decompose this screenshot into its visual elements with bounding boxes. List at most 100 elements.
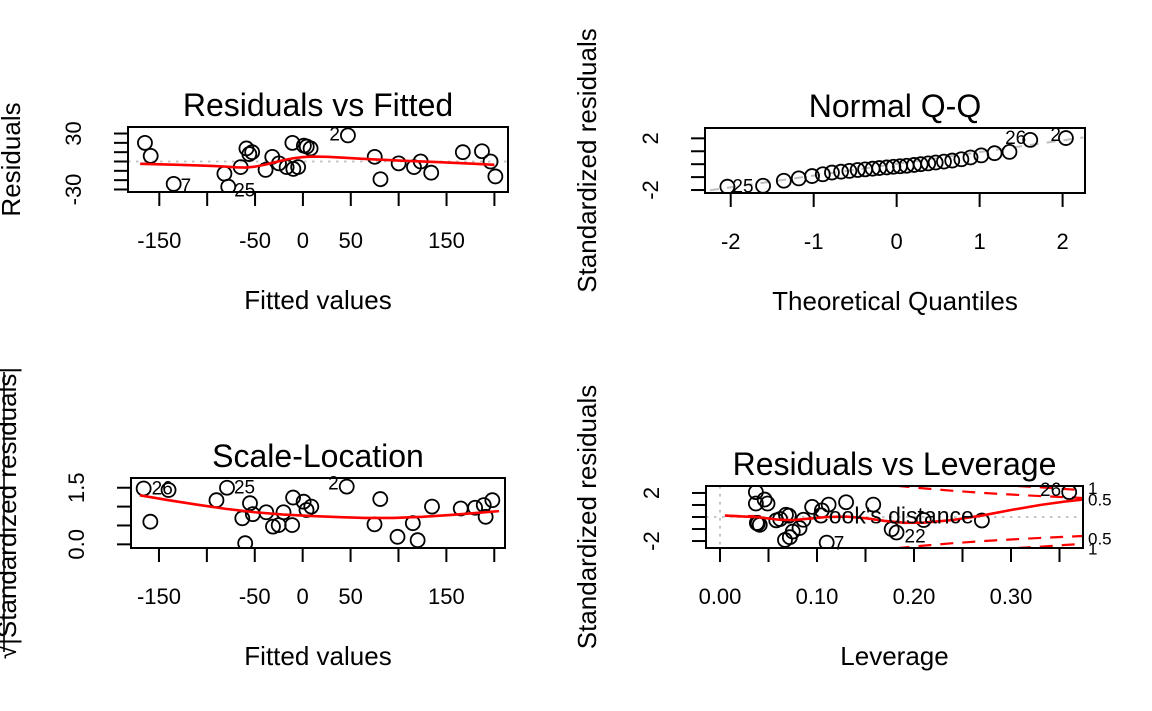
x-axis-label: Fitted values	[244, 285, 391, 315]
data-point	[833, 163, 849, 180]
x-axis-label: Fitted values	[244, 641, 391, 671]
data-point	[755, 177, 771, 193]
data-point	[484, 492, 501, 509]
data-point	[303, 498, 320, 515]
data-point	[936, 153, 952, 170]
point-label: 7	[181, 176, 192, 197]
data-point	[944, 152, 961, 169]
data-point	[912, 156, 929, 173]
y-tick-label: -2	[638, 180, 663, 200]
x-tick-label: 0	[297, 228, 309, 253]
data-point	[372, 491, 389, 507]
data-point	[804, 168, 820, 184]
data-point	[454, 144, 471, 161]
data-point	[804, 499, 821, 515]
data-point	[290, 159, 307, 176]
x-tick-label: 1	[974, 229, 986, 254]
point-label: 25	[732, 177, 753, 198]
data-point	[275, 504, 292, 521]
data-point	[780, 507, 797, 524]
x-tick-label: 0.20	[893, 584, 936, 609]
data-point	[1058, 130, 1074, 146]
data-point	[340, 127, 356, 144]
x-tick-label: 0.30	[990, 584, 1033, 609]
plot-box	[127, 126, 509, 193]
contour-level-label: 1	[1088, 479, 1097, 498]
y-tick-label: 2	[638, 132, 663, 144]
plot-box	[130, 477, 506, 549]
x-axis-label: Leverage	[840, 641, 948, 671]
data-point	[824, 164, 840, 181]
data-point	[366, 516, 383, 533]
x-tick-label: 0.00	[699, 584, 742, 609]
point-label: 26	[1040, 480, 1061, 501]
x-tick-label: 0	[891, 229, 903, 254]
data-point	[423, 164, 440, 181]
point-label: 25	[234, 181, 255, 202]
data-point	[841, 163, 858, 179]
x-axis-label: Theoretical Quantiles	[772, 286, 1018, 316]
data-point	[338, 478, 355, 495]
data-point	[142, 148, 159, 164]
data-point	[409, 532, 426, 548]
data-point	[818, 534, 835, 548]
panel-title: Scale-Location	[212, 438, 424, 474]
x-tick-label: -50	[239, 584, 271, 609]
x-tick-label: -1	[804, 229, 824, 254]
data-point	[265, 518, 281, 535]
panel-title: Residuals vs Fitted	[183, 87, 453, 123]
y-axis-label: Residuals	[0, 102, 26, 216]
data-point	[372, 171, 389, 188]
y-tick-label: -2	[639, 531, 664, 551]
data-point	[927, 154, 944, 171]
x-tick-label: 0	[297, 584, 309, 609]
x-tick-label: 150	[428, 584, 465, 609]
data-point	[849, 162, 866, 178]
point-label: 2	[328, 474, 339, 495]
panel-residuals-vs-fitted: -150 -50 0 50 150 -30 30 Residuals vs Fitted Fit…	[0, 87, 509, 315]
data-point	[759, 495, 776, 512]
x-tick-label: -150	[137, 584, 181, 609]
cooks-distance-contour	[896, 534, 1083, 548]
data-point	[142, 513, 159, 530]
data-point	[474, 143, 490, 160]
data-point	[1061, 486, 1078, 501]
x-tick-label: 50	[339, 228, 363, 253]
data-point	[219, 479, 235, 496]
data-point	[838, 494, 854, 511]
loess-smooth-line	[140, 155, 495, 169]
x-tick-label: -150	[137, 228, 181, 253]
data-point	[814, 166, 831, 183]
x-tick-label: 0.10	[796, 584, 839, 609]
point-label: 7	[834, 534, 845, 555]
data-point	[920, 155, 937, 172]
point-label: 26	[152, 478, 173, 499]
panel-normal-qq: -2 -1 0 1 2 -2 2 Normal Q-Q Theoretical Quantile…	[572, 28, 1086, 316]
point-label: 25	[234, 478, 255, 499]
cooks-distance-contour	[896, 486, 1083, 500]
data-point	[962, 149, 979, 166]
data-point	[257, 161, 274, 178]
panel-title: Residuals vs Leverage	[733, 446, 1057, 482]
y-tick-label: -30	[61, 174, 86, 206]
data-point	[791, 520, 808, 536]
loess-smooth-line	[724, 498, 1083, 525]
data-point	[135, 480, 152, 497]
data-point	[424, 498, 440, 515]
data-point	[467, 499, 484, 516]
data-point	[781, 529, 798, 546]
y-tick-label: 1.5	[64, 472, 89, 503]
data-point	[295, 493, 312, 510]
data-point	[284, 134, 301, 151]
data-area-normal-qq	[709, 130, 1084, 193]
data-point	[241, 146, 258, 162]
y-axis-label: √|Standardized residuals|	[0, 367, 22, 659]
y-axis-label: Standardized residuals	[572, 385, 602, 650]
panel-residuals-vs-leverage: 0.00 0.10 0.20 0.30 -2 2 Residuals vs Leverage…	[572, 385, 1112, 671]
data-point	[756, 491, 773, 508]
data-area-residuals-vs-fitted	[128, 127, 508, 192]
contour-level-label: 1	[1088, 539, 1097, 558]
data-point	[1022, 131, 1039, 148]
data-point	[216, 165, 233, 182]
x-tick-label: 2	[1056, 229, 1068, 254]
